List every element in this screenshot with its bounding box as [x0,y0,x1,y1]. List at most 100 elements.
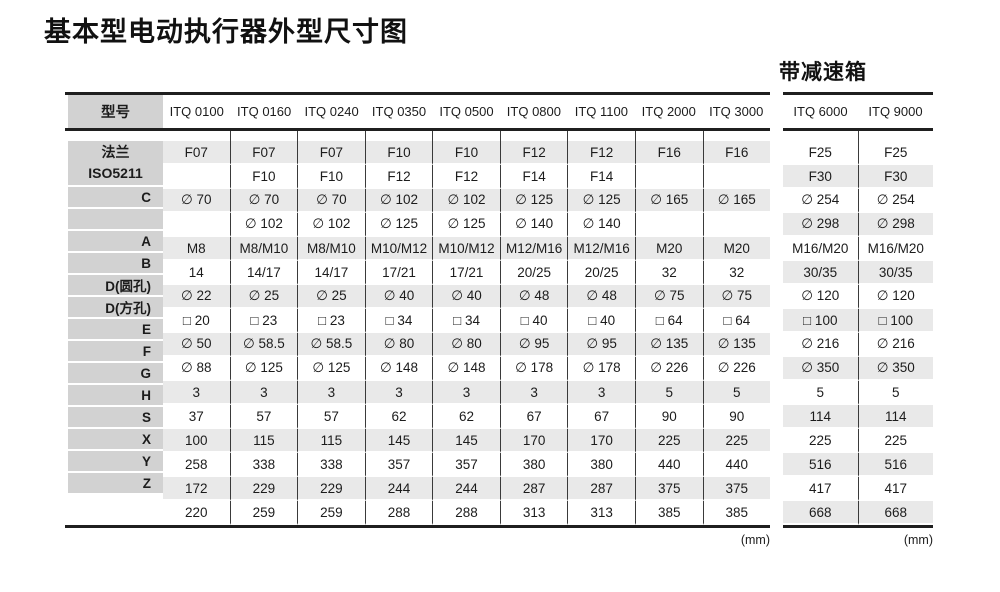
table-cell: ∅ 135 [702,333,771,357]
table-cell: 145 [432,429,500,453]
table-cell: 62 [364,405,433,429]
unit-label-main: (mm) [740,533,770,547]
row-label-line: X [141,431,151,447]
column-gap-cell [857,131,934,141]
table-cell: 32 [634,261,703,285]
table-cell: ∅ 165 [634,189,703,213]
table-cell: M10/M12 [364,237,433,261]
column-header: ITQ 0800 [506,104,561,119]
table-cell: 313 [499,501,568,525]
main-table-body: 法兰 ISO5211 C A B D(圆孔) D(方孔) E F G H S X Y Z F07 F07 F07… [65,141,771,528]
table-cell: 287 [499,477,568,501]
column-gap-cell [229,131,298,141]
table-cell: M8 [163,237,230,261]
table-cell: 244 [432,477,500,501]
table-cell: ∅ 125 [432,213,500,237]
column-header: ITQ 0240 [304,104,359,119]
table-cell [634,165,703,189]
table-cell: ∅ 298 [783,213,858,237]
row-label: C [65,187,163,209]
column-gap-cell [499,131,568,141]
table-cell: F12 [499,141,568,165]
row-label: D(方孔) [65,297,163,319]
row-label: Y [65,451,163,473]
table-cell: □ 40 [567,309,635,333]
table-cell: M10/M12 [432,237,500,261]
table-cell: ∅ 350 [857,357,933,381]
table-cell: 14 [163,261,230,285]
table-cell: ∅ 40 [364,285,433,309]
table-cell: F14 [499,165,568,189]
table-cell: 3 [229,381,298,405]
table-cell: 357 [364,453,433,477]
column-header: ITQ 2000 [641,104,696,119]
table-cell: 229 [229,477,298,501]
table-cell: 225 [857,429,933,453]
column-header: ITQ 6000 [793,104,848,119]
table-cell: F07 [163,141,230,165]
table-cell: 516 [783,453,858,477]
table-cell: ∅ 254 [783,189,858,213]
table-cell: F30 [783,165,858,189]
row-label-line: Z [142,475,151,491]
table-row: 417 417 [783,477,933,501]
table-row: ∅ 298 ∅ 298 [783,213,933,237]
table-cell: 5 [702,381,771,405]
gearbox-table-header-gap [783,131,933,141]
table-row: 30/35 30/35 [783,261,933,285]
column-header: ITQ 0350 [371,104,427,119]
table-row: 14 14/17 14/17 17/21 17/21 20/25 20/25 32 32 [163,261,771,285]
row-label-line: G [140,365,151,381]
table-cell: ∅ 25 [229,285,298,309]
main-row-label-column: 法兰 ISO5211 C A B D(圆孔) D(方孔) E F G H S X Y Z [65,141,163,525]
table-cell: 357 [432,453,500,477]
table-cell: ∅ 125 [567,189,635,213]
table-row: ∅ 120 ∅ 120 [783,285,933,309]
table-cell: M8/M10 [229,237,298,261]
table-row: ∅ 50 ∅ 58.5 ∅ 58.5 ∅ 80 ∅ 80 ∅ 95 ∅ 95 ∅ 135 ∅ 1… [163,333,771,357]
gap-spacer [65,131,163,141]
table-cell: 115 [229,429,298,453]
table-cell: ∅ 80 [432,333,500,357]
table-cell: 225 [634,429,703,453]
table-cell: M12/M16 [499,237,568,261]
table-cell: 380 [567,453,635,477]
table-row: 258 338 338 357 357 380 380 440 440 [163,453,771,477]
table-cell: 20/25 [567,261,635,285]
table-row: F30 F30 [783,165,933,189]
table-cell [702,213,771,237]
table-cell: ∅ 178 [499,357,568,381]
table-cell: ∅ 120 [783,285,858,309]
table-cell: ∅ 254 [857,189,933,213]
page-title: 基本型电动执行器外型尺寸图 [44,17,408,47]
table-cell: F10 [297,165,365,189]
main-table-header-gap [65,131,770,141]
table-cell: ∅ 226 [702,357,771,381]
main-data-rows: F07 F07 F07 F10 F10 F12 F12 F16 F16 F10 F10 F12 F12 F… [163,141,771,525]
table-cell: F07 [229,141,298,165]
main-dimension-table: 型号 ITQ 0100 ITQ 0160 ITQ 0240 ITQ 0350 ITQ 0… [65,92,771,528]
table-cell: 338 [297,453,365,477]
table-cell: 259 [297,501,365,525]
table-cell: F12 [432,165,500,189]
column-gap-cell [364,131,433,141]
table-cell [163,165,230,189]
table-cell: 14/17 [229,261,298,285]
table-row: 114 114 [783,405,933,429]
table-cell: ∅ 135 [634,333,703,357]
table-cell: M20 [634,237,703,261]
table-cell: ∅ 216 [783,333,858,357]
table-row: ∅ 88 ∅ 125 ∅ 125 ∅ 148 ∅ 148 ∅ 178 ∅ 178 ∅ 226 ∅… [163,357,771,381]
row-label-line: E [141,321,151,337]
table-cell: 30/35 [857,261,933,285]
table-row: ∅ 216 ∅ 216 [783,333,933,357]
table-cell: □ 40 [499,309,568,333]
table-cell: 516 [857,453,933,477]
table-cell: 57 [229,405,298,429]
row-label-line: A [141,233,151,249]
table-cell: M20 [702,237,771,261]
gearbox-data-rows: F25 F25 F30 F30 ∅ 254 ∅ 254 ∅ 298 ∅ 298 M16/M20 M… [783,141,933,525]
table-cell: ∅ 48 [567,285,635,309]
gearbox-dimension-table: ITQ 6000 ITQ 9000 F25 F25 F30 F30 ∅ 254 ∅ 254 ∅… [783,92,933,528]
table-cell: ∅ 88 [163,357,230,381]
